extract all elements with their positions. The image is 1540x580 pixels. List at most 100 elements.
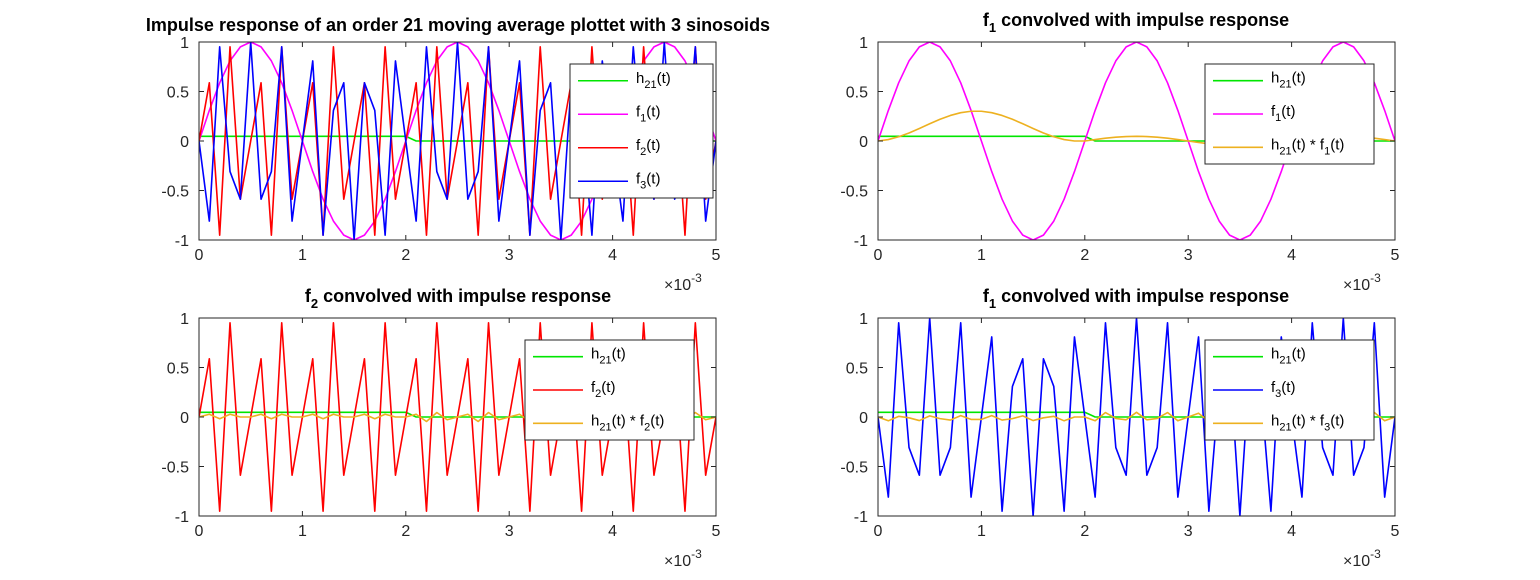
text-span: 21 xyxy=(1279,79,1291,91)
text-span: h xyxy=(636,70,644,87)
legend-item: f1(t) xyxy=(1213,103,1295,124)
legend-label: f2(t) xyxy=(636,137,660,158)
text-span: 1 xyxy=(989,296,996,311)
x-tick-label: 2 xyxy=(1080,247,1089,264)
plot-title: f2 convolved with impulse response xyxy=(305,286,611,311)
legend-item: f1(t) xyxy=(578,103,660,124)
x-exponent-label: ×10-3 xyxy=(664,271,702,294)
text-span: 21 xyxy=(599,421,611,433)
text-span: 3 xyxy=(640,179,646,191)
x-tick-label: 5 xyxy=(1391,523,1400,540)
y-tick-label: -1 xyxy=(854,233,868,250)
x-exponent-label: ×10-3 xyxy=(1343,271,1381,294)
y-tick-label: -0.5 xyxy=(840,460,868,477)
text-span: ×10 xyxy=(1343,553,1370,570)
legend-item: f2(t) xyxy=(533,379,615,400)
y-tick-label: 0 xyxy=(180,410,189,427)
text-span: f xyxy=(305,286,312,306)
text-span: (t) * f xyxy=(1292,136,1325,153)
text-span: (t) xyxy=(1292,70,1306,87)
x-tick-label: 1 xyxy=(298,247,307,264)
y-tick-label: -0.5 xyxy=(840,184,868,201)
text-span: h xyxy=(1271,70,1279,87)
x-tick-label: 4 xyxy=(1287,523,1296,540)
legend-label: h21(t) xyxy=(591,346,626,367)
x-tick-label: 1 xyxy=(977,247,986,264)
plot-title: f1 convolved with impulse response xyxy=(983,286,1289,311)
y-tick-label: 0.5 xyxy=(167,361,189,378)
text-span: 21 xyxy=(1279,355,1291,367)
text-span: f xyxy=(591,379,596,396)
text-span: 21 xyxy=(1279,421,1291,433)
text-span: 1 xyxy=(640,112,646,124)
legend-item: h21(t) xyxy=(578,70,671,91)
legend-item: h21(t) * f2(t) xyxy=(533,412,664,433)
x-tick-label: 2 xyxy=(1080,523,1089,540)
text-span: h xyxy=(591,412,599,429)
text-span: 1 xyxy=(989,20,996,35)
subplot-top-right: 0 1 2 3 4 5-1-0.500.51×10-3f1 convolved with … xyxy=(840,10,1399,294)
legend-label: h21(t) xyxy=(1271,346,1306,367)
text-span: h xyxy=(1271,412,1279,429)
subplot-bottom-right: 0 1 2 3 4 5-1-0.500.51×10-3f1 convolved with … xyxy=(840,286,1399,570)
text-span: (t) xyxy=(646,170,660,187)
text-span: 2 xyxy=(311,296,318,311)
text-span: f xyxy=(983,10,990,30)
legend-label: f1(t) xyxy=(1271,103,1295,124)
y-tick-label: 1 xyxy=(180,35,189,52)
legend-label: h21(t) * f2(t) xyxy=(591,412,664,433)
text-span: 21 xyxy=(644,79,656,91)
text-span: h xyxy=(591,346,599,363)
text-span: 2 xyxy=(644,421,650,433)
y-tick-label: 0 xyxy=(859,134,868,151)
text-span: (t) xyxy=(1281,103,1295,120)
legend-item: f2(t) xyxy=(578,137,660,158)
plot-title: f1 convolved with impulse response xyxy=(983,10,1289,35)
legend-label: h21(t) * f3(t) xyxy=(1271,412,1344,433)
x-tick-label: 3 xyxy=(505,523,514,540)
text-span: -3 xyxy=(1370,271,1381,285)
text-span: f xyxy=(1271,103,1276,120)
y-tick-label: 0.5 xyxy=(846,361,868,378)
legend-item: h21(t) * f3(t) xyxy=(1213,412,1344,433)
y-tick-label: -1 xyxy=(175,509,189,526)
text-span: f xyxy=(983,286,990,306)
x-tick-label: 5 xyxy=(712,523,721,540)
text-span: convolved with impulse response xyxy=(996,10,1289,30)
y-tick-label: -0.5 xyxy=(161,460,189,477)
text-span: ×10 xyxy=(664,553,691,570)
x-tick-label: 2 xyxy=(401,523,410,540)
x-tick-label: 4 xyxy=(608,523,617,540)
text-span: f xyxy=(1271,379,1276,396)
x-tick-label: 1 xyxy=(977,523,986,540)
legend-label: f2(t) xyxy=(591,379,615,400)
y-tick-label: 1 xyxy=(859,311,868,328)
text-span: (t) xyxy=(650,412,664,429)
x-tick-label: 3 xyxy=(1184,247,1193,264)
legend-label: h21(t) xyxy=(636,70,671,91)
plot-title: Impulse response of an order 21 moving a… xyxy=(146,15,770,35)
text-span: ×10 xyxy=(1343,277,1370,294)
x-tick-label: 5 xyxy=(712,247,721,264)
legend-label: h21(t) * f1(t) xyxy=(1271,136,1344,157)
text-span: -3 xyxy=(691,547,702,561)
x-tick-label: 0 xyxy=(195,523,204,540)
y-tick-label: -1 xyxy=(854,509,868,526)
text-span: 21 xyxy=(599,355,611,367)
legend-item: h21(t) xyxy=(1213,346,1306,367)
text-span: f xyxy=(636,170,641,187)
x-tick-label: 1 xyxy=(298,523,307,540)
y-tick-label: 0.5 xyxy=(167,85,189,102)
y-tick-label: 0 xyxy=(180,134,189,151)
x-tick-label: 0 xyxy=(874,247,883,264)
x-exponent-label: ×10-3 xyxy=(1343,547,1381,570)
x-tick-label: 0 xyxy=(195,247,204,264)
subplot-bottom-left: 0 1 2 3 4 5 -1 -0.5 0 0.5 1 ×10-3 f2 convolved with … xyxy=(161,286,720,570)
text-span: 2 xyxy=(595,388,601,400)
y-tick-label: -1 xyxy=(175,233,189,250)
text-span: 21 xyxy=(1279,145,1291,157)
y-tick-label: 1 xyxy=(180,311,189,328)
text-span: 1 xyxy=(1324,145,1330,157)
text-span: (t) * f xyxy=(1292,412,1325,429)
